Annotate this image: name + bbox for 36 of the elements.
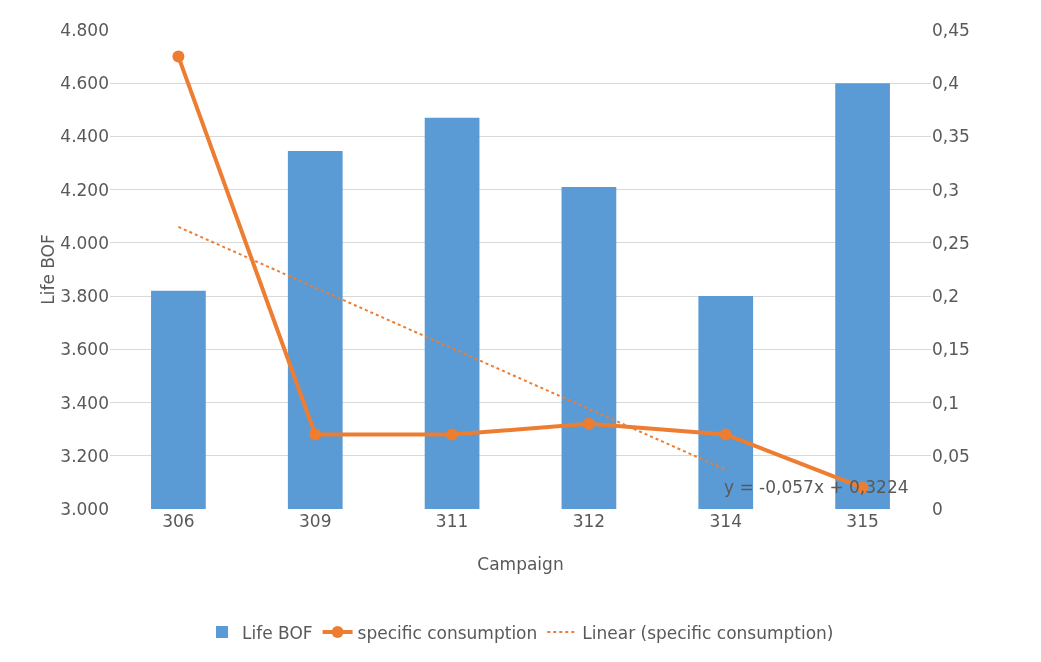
y-tick-label: 4.600 — [60, 73, 109, 94]
legend-label: specific consumption — [357, 622, 538, 643]
y-tick-label: 3.000 — [60, 498, 109, 519]
point — [172, 50, 185, 63]
x-tick-label: 312 — [572, 511, 606, 531]
x-tick-label: 306 — [162, 511, 195, 531]
y2-tick-label: 0,25 — [932, 232, 970, 253]
point — [582, 417, 595, 430]
point — [446, 428, 459, 441]
x-tick-label: 309 — [299, 511, 332, 531]
y-tick-label: 4.200 — [60, 179, 109, 200]
y-tick-label: 3.200 — [60, 445, 109, 466]
y2-tick-label: 0,15 — [932, 339, 970, 360]
y2-tick-label: 0 — [932, 498, 943, 519]
y-tick-label: 4.800 — [60, 19, 109, 40]
y2-tick-label: 0,3 — [932, 179, 960, 200]
y-tick-label: 3.800 — [60, 286, 109, 307]
x-axis-title: Campaign — [477, 554, 564, 574]
point — [309, 428, 322, 441]
x-tick-label: 314 — [709, 511, 742, 531]
y2-tick-label: 0,05 — [932, 445, 970, 466]
y-tick-label: 3.600 — [60, 339, 109, 360]
y2-tick-label: 0,35 — [932, 126, 970, 147]
y2-tick-label: 0,2 — [932, 286, 960, 307]
y2-tick-label: 0,4 — [932, 73, 960, 94]
legend-label: Linear (specific consumption) — [582, 622, 834, 643]
y-tick-label: 4.400 — [60, 126, 109, 147]
y2-tick-label: 0,45 — [932, 19, 970, 40]
y-tick-label: 4.000 — [60, 232, 109, 253]
y2-tick-label: 0,1 — [932, 392, 960, 413]
x-tick-label: 315 — [846, 511, 879, 531]
y-axis-title: Life BOF — [38, 234, 59, 305]
point — [719, 428, 732, 441]
legend-label: Life BOF — [242, 622, 313, 643]
y-tick-label: 3.400 — [60, 392, 109, 413]
x-tick-label: 311 — [435, 511, 469, 531]
